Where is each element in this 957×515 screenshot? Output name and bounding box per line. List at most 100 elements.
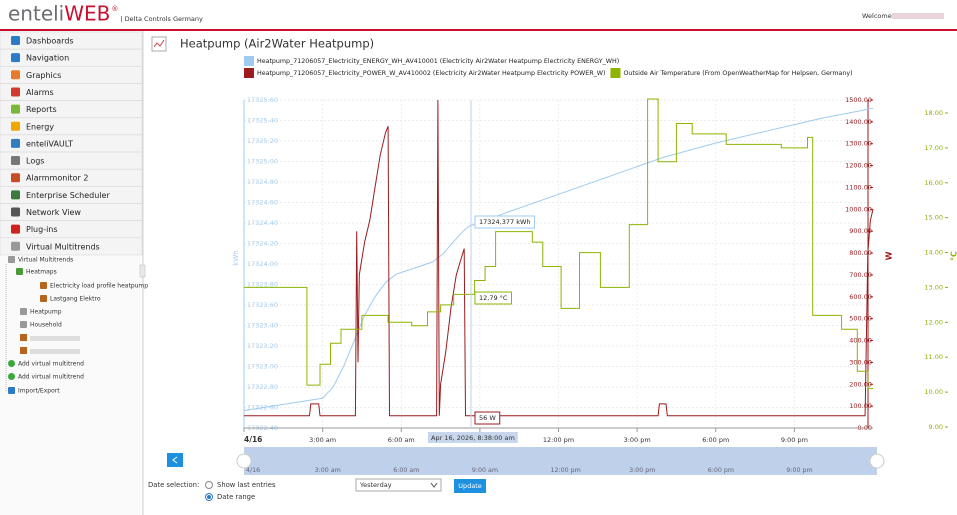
tree-icon xyxy=(20,321,27,328)
tree-label[interactable]: Electricity load profile heatpump xyxy=(50,283,148,290)
tree-label[interactable]: Import/Export xyxy=(18,388,60,395)
nav-label[interactable]: Navigation xyxy=(26,54,69,63)
legend-label[interactable]: Heatpump_71206057_Electricity_POWER_W_AV… xyxy=(257,70,605,77)
nav-label[interactable]: Dashboards xyxy=(26,37,74,46)
nav-label[interactable]: Plug-ins xyxy=(26,225,58,234)
y2-tick-label: 1200.00 xyxy=(845,162,872,170)
tree-icon xyxy=(16,268,23,275)
x-tick-label: 12:00 pm xyxy=(543,436,574,444)
nav-icon xyxy=(11,224,20,234)
tree-label[interactable]: Household xyxy=(30,322,62,329)
tree-icon xyxy=(8,387,15,394)
nav-label[interactable]: Enterprise Scheduler xyxy=(26,191,110,200)
y3-tick-label: 16.00 xyxy=(924,179,943,187)
y2-tick-label: 1300.00 xyxy=(845,140,872,148)
nav-icon xyxy=(11,53,20,63)
x-tick-label: 3:00 am xyxy=(309,436,336,444)
y3-tick-label: 12.00 xyxy=(924,318,943,326)
legend-swatch[interactable] xyxy=(244,68,254,78)
nav-label[interactable]: Virtual Multitrends xyxy=(26,242,100,251)
y-axis-title: kWh xyxy=(232,250,240,265)
y3-tick-label: 10.00 xyxy=(924,388,943,396)
tooltip-text: 12,79 °C xyxy=(479,294,508,302)
navigator-handle[interactable] xyxy=(236,453,252,469)
y-tick-label: 17324.00 xyxy=(247,260,278,268)
tree-icon xyxy=(8,373,15,380)
tree-label[interactable]: Add virtual multitrend xyxy=(18,361,84,368)
tree-label[interactable]: Heatpump xyxy=(30,309,62,316)
crosshair-label: Apr 16, 2026, 8:38:00 am xyxy=(431,434,515,442)
x-tick-label: 9:00 pm xyxy=(781,436,808,444)
tree-icon xyxy=(20,308,27,315)
tooltip-text: 56 W xyxy=(479,414,496,422)
update-button[interactable] xyxy=(454,479,486,493)
logo: enteli xyxy=(8,2,64,26)
tooltip xyxy=(474,411,501,425)
y2-tick-label: 700.00 xyxy=(849,271,872,279)
nav-item[interactable] xyxy=(0,237,143,256)
legend-swatch[interactable] xyxy=(244,56,254,66)
y-tick-label: 17323.40 xyxy=(247,322,278,330)
chart-title: Heatpump (Air2Water Heatpump) xyxy=(180,37,374,51)
tree-label[interactable]: Virtual Multitrends xyxy=(18,257,73,264)
nav-item[interactable] xyxy=(0,220,143,239)
nav-item[interactable] xyxy=(0,100,143,119)
select[interactable] xyxy=(355,478,442,492)
site-name: | Delta Controls Germany xyxy=(120,15,203,23)
nav-item[interactable] xyxy=(0,83,143,101)
legend-label[interactable]: Heatpump_71206057_Electricity_ENERGY_WH_… xyxy=(257,58,619,65)
y2-tick-label: 300.00 xyxy=(849,358,872,366)
y3-tick-label: 13.00 xyxy=(924,283,943,291)
radio[interactable] xyxy=(205,481,213,489)
radio-label[interactable]: Show last entries xyxy=(217,481,276,489)
tree-label[interactable]: Lastgang Elektro xyxy=(50,296,101,303)
user-name xyxy=(892,13,944,19)
nav-label[interactable]: enteliVAULT xyxy=(26,139,73,148)
nav-icon xyxy=(11,36,20,45)
y-tick-label: 17323.60 xyxy=(247,301,278,309)
navigator xyxy=(244,447,877,475)
tree-icon xyxy=(40,295,47,302)
nav-icon xyxy=(11,87,20,97)
legend-label[interactable]: Outside Air Temperature (From OpenWeathe… xyxy=(623,70,852,77)
tree-label xyxy=(30,349,80,354)
y2-tick-label: 500.00 xyxy=(849,315,872,323)
y3-tick-label: 14.00 xyxy=(924,249,943,257)
navigator-back[interactable] xyxy=(167,453,183,467)
navigator-handle[interactable] xyxy=(869,453,885,469)
tooltip-text: 17324,377 kWh xyxy=(479,218,531,226)
nav-label[interactable]: Alarms xyxy=(26,88,54,97)
nav-icon xyxy=(11,173,20,183)
y-tick-label: 17325.40 xyxy=(247,117,278,125)
y-tick-label: 17323.80 xyxy=(247,281,278,289)
y2-tick-label: 900.00 xyxy=(849,227,872,235)
nav-label[interactable]: Network View xyxy=(26,208,81,217)
tree-label[interactable]: Add virtual multitrend xyxy=(18,374,84,381)
navigator-label: 9:00 pm xyxy=(786,467,812,474)
nav-item[interactable] xyxy=(0,151,143,170)
tree-label[interactable]: Heatmaps xyxy=(26,269,57,276)
y-tick-label: 17323.20 xyxy=(247,342,278,350)
sidebar-tab[interactable] xyxy=(139,264,146,278)
nav-item[interactable] xyxy=(0,66,143,84)
update-label[interactable]: Update xyxy=(458,482,482,490)
nav-label[interactable]: Energy xyxy=(26,122,54,131)
tree-icon xyxy=(40,282,47,289)
series-line xyxy=(244,98,873,390)
nav-label[interactable]: Reports xyxy=(26,105,57,114)
y-tick-label: 17324.60 xyxy=(247,199,278,207)
radio-label[interactable]: Date range xyxy=(217,493,255,501)
nav-icon xyxy=(11,138,20,148)
y2-tick-label: 100.00 xyxy=(849,402,872,410)
legend-swatch[interactable] xyxy=(610,68,621,78)
nav-item[interactable] xyxy=(0,117,143,136)
nav-label[interactable]: Graphics xyxy=(26,71,61,80)
series-line xyxy=(243,107,874,412)
navigator-back-arrow xyxy=(172,456,178,464)
tree-icon xyxy=(8,256,15,263)
y2-axis-title: W xyxy=(885,251,894,260)
nav-item[interactable] xyxy=(0,48,143,67)
nav-label[interactable]: Alarmmonitor 2 xyxy=(26,174,88,183)
nav-label[interactable]: Logs xyxy=(26,157,44,166)
navigator-label: 3:00 pm xyxy=(629,467,655,474)
